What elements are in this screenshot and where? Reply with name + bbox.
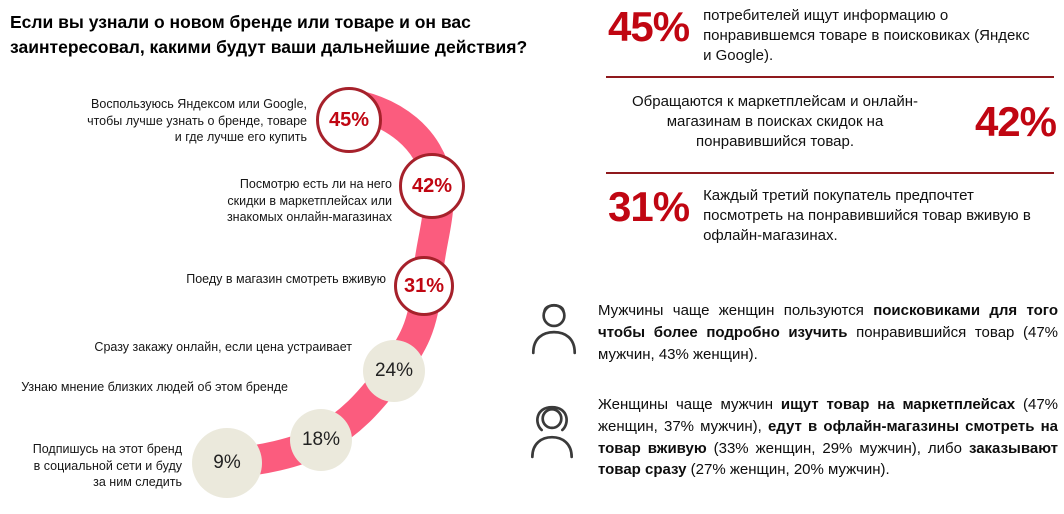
text-segment: понравившийся товар (47% мужчин, 43% жен…: [598, 323, 1059, 363]
stat-text: Каждый третий покупатель предпочтет посм…: [703, 187, 1031, 245]
text-segment: Мужчины чаще женщин пользуются: [598, 302, 874, 319]
bubble-label-24: Сразу закажу онлайн, если цена устраивае…: [94, 340, 352, 354]
bubble-45: 45%: [316, 87, 382, 153]
stat-text: Обращаются к маркетплейсам и онлайн-мага…: [631, 93, 919, 151]
bubble-24: 24%: [363, 340, 425, 402]
bubble-label-31: Поеду в магазин смотреть вживую: [186, 272, 386, 286]
stat-row-marketplaces: Обращаются к маркетплейсам и онлайн-мага…: [620, 92, 1057, 152]
page-title: Если вы узнали о новом бренде или товаре…: [10, 12, 528, 58]
text-segment: (33% женщин, 29% мужчин), либо: [706, 439, 969, 457]
text-segment: (47% женщин, 37% мужчин),: [598, 396, 1058, 435]
stat-value: 42%: [974, 98, 1057, 146]
bubble-label-42: Посмотрю есть ли на него скидки в маркет…: [226, 177, 392, 224]
bubble-31: 31%: [394, 256, 454, 316]
male-icon: [531, 303, 577, 355]
female-icon: [531, 405, 573, 459]
text-segment-bold: заказывают товар сразу: [598, 439, 1058, 479]
text-segment-bold: едут в офлайн-магазины смотреть на товар…: [598, 417, 1058, 457]
bubble-label-45: Воспользуюсь Яндексом или Google, чтобы …: [87, 97, 307, 144]
stat-row-search: 45% потребителей ищут информацию о понра…: [608, 6, 1056, 66]
bubble-9: 9%: [192, 428, 262, 498]
divider: [606, 172, 1054, 174]
text-segment: Женщины чаще мужчин: [598, 396, 781, 413]
stat-value: 45%: [608, 3, 690, 50]
bubble-label-18: Узнаю мнение близких людей об этом бренд…: [21, 380, 288, 394]
text-segment: (27% женщин, 20% мужчин).: [686, 461, 890, 479]
male-stat-paragraph: Мужчины чаще женщин пользуются поисковик…: [598, 300, 1058, 365]
stat-row-offline: 31% Каждый третий покупатель предпочтет …: [608, 186, 1056, 246]
stat-text: потребителей ищут информацию о понравивш…: [703, 7, 1030, 65]
text-segment-bold: ищут товар на маркетплейсах: [780, 396, 1016, 413]
female-stat-paragraph: Женщины чаще мужчин ищут товар на маркет…: [598, 394, 1058, 481]
text-segment-bold: поисковиками для того чтобы более подроб…: [598, 302, 1058, 341]
divider: [606, 76, 1054, 78]
bubble-42: 42%: [399, 153, 465, 219]
bubble-label-9: Подпишусь на этот бренд в социальной сет…: [32, 442, 182, 489]
bubble-18: 18%: [290, 409, 352, 471]
stat-value: 31%: [608, 183, 690, 230]
